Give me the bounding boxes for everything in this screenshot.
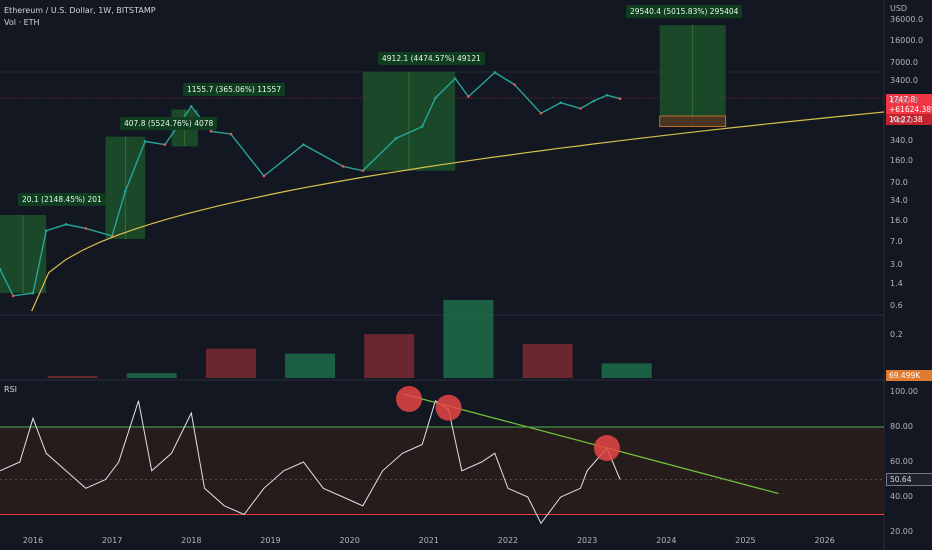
price-point	[605, 93, 609, 97]
price-point	[31, 291, 35, 295]
price-point	[209, 130, 213, 133]
time-tick-label: 2020	[339, 536, 360, 545]
price-change-tag: +61624.38%	[886, 104, 932, 115]
price-point	[190, 105, 193, 108]
time-tick-label: 2018	[181, 536, 202, 545]
volume-bar	[522, 343, 573, 378]
rsi-peak-marker-1	[396, 386, 423, 412]
price-point	[493, 71, 497, 74]
price-tick-label: 0.2	[890, 330, 903, 339]
price-point	[11, 294, 15, 298]
rsi-current-tag: 50.64	[886, 473, 932, 486]
time-tick-label: 2023	[576, 536, 598, 545]
rsi-indicator-label: RSI	[4, 385, 17, 394]
rsi-band	[0, 427, 884, 515]
price-tick-label: 160.0	[890, 155, 913, 165]
rsi-tick-label: 20.00	[890, 527, 913, 536]
price-point	[579, 107, 582, 110]
price-tick-label: 34.0	[890, 196, 908, 206]
current-price-tag: 1747.8	[886, 94, 932, 105]
rsi-tick-label: 100.00	[890, 387, 918, 396]
price-point	[361, 169, 365, 173]
volume-value-tag: 69.499K	[886, 370, 932, 381]
price-point	[618, 97, 622, 101]
rsi-tick-label: 60.00	[890, 457, 913, 466]
price-point	[229, 132, 233, 136]
price-point	[163, 143, 167, 146]
price-tick-label: 3400.0	[890, 76, 918, 86]
price-point	[44, 229, 48, 232]
price-point	[341, 165, 345, 168]
time-tick-label: 2026	[814, 536, 835, 545]
symbol-title: Ethereum / U.S. Dollar, 1W, BITSTAMP	[4, 6, 156, 15]
price-tick-label: 340.0	[890, 136, 913, 146]
time-tick-label: 2024	[656, 536, 677, 545]
volume-bar	[364, 334, 415, 378]
price-point	[420, 125, 424, 128]
price-tick-label: 36000.0	[890, 15, 924, 24]
rsi-peak-marker-2	[435, 394, 462, 421]
price-tick-label: 1.4	[890, 279, 903, 289]
time-tick-label: 2022	[497, 536, 519, 545]
gain-annotation-2: 407.8 (5524.76%) 4078	[120, 117, 218, 130]
price-point	[513, 83, 516, 86]
price-point	[262, 174, 266, 178]
bar-countdown-tag: 10:27:38	[886, 114, 932, 125]
price-point	[559, 101, 563, 105]
price-series-line	[0, 71, 621, 297]
time-tick-label: 2025	[735, 536, 756, 545]
price-point	[592, 99, 596, 103]
price-point	[143, 140, 147, 143]
rsi-trendline	[402, 393, 779, 495]
volume-bar	[285, 353, 336, 378]
rsi-series-line	[0, 400, 621, 525]
price-tick-label: 7000.0	[890, 57, 918, 67]
price-tick-label: 16.0	[890, 215, 908, 225]
price-point	[124, 189, 127, 193]
price-point	[302, 143, 305, 146]
price-tick-label: 70.0	[890, 177, 908, 187]
price-tick-label: 16000.0	[890, 36, 924, 46]
price-point	[453, 77, 457, 80]
price-tick-label: 740.0	[890, 116, 913, 126]
volume-bar	[126, 373, 177, 378]
price-point	[0, 267, 2, 271]
price-point	[467, 95, 470, 98]
price-point	[84, 227, 88, 230]
price-point	[434, 96, 437, 100]
time-tick-label: 2019	[260, 536, 281, 545]
gain-annotation-4: 4912.1 (4474.57%) 49121	[378, 52, 485, 65]
currency-label: USD	[890, 4, 908, 13]
price-tick-label: 7.0	[890, 237, 903, 247]
gain-annotation-5: 29540.4 (5015.83%) 295404	[626, 5, 743, 18]
gain-annotation-1: 20.1 (2148.45%) 201	[18, 193, 106, 206]
support-curve	[31, 111, 885, 312]
rsi-tick-label: 40.00	[890, 492, 913, 501]
volume-indicator-label: Vol · ETH	[4, 18, 40, 27]
price-point	[64, 223, 68, 226]
price-tick-label: 0.6	[890, 301, 903, 311]
price-tick-label: 1600.0	[890, 96, 918, 106]
rsi-peak-marker-3	[593, 435, 620, 461]
volume-bar	[47, 376, 98, 378]
rsi-tick-label: 80.00	[890, 422, 913, 431]
volume-bar	[601, 363, 652, 378]
price-point	[394, 137, 398, 140]
volume-bar	[443, 300, 494, 378]
time-tick-label: 2017	[101, 536, 123, 545]
price-point	[539, 111, 543, 115]
volume-bar	[205, 348, 256, 378]
entry-zone-box	[659, 115, 727, 127]
gain-annotation-3: 1155.7 (365.06%) 11557	[183, 83, 286, 96]
time-tick-label: 2021	[418, 536, 439, 545]
price-tick-label: 3.0	[890, 259, 903, 269]
time-tick-label: 2016	[22, 536, 44, 545]
